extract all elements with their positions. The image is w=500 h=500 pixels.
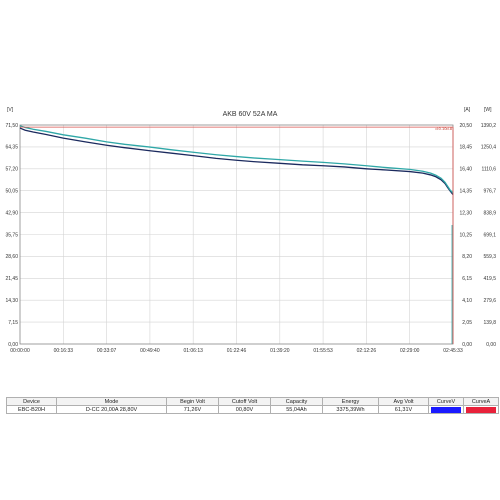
- tick-labels: 00:00:00 00:16:33 00:33:07 00:49:40 01:06:13…: [5, 123, 496, 354]
- y-right1-tick-label: 8,20: [462, 254, 472, 260]
- y-right1-tick-label: 4,10: [462, 298, 472, 304]
- series-layer: [19, 125, 454, 344]
- y-left-tick-label: 14,30: [5, 298, 18, 304]
- x-tick-label: 00:00:00: [10, 348, 30, 354]
- header-capacity: Capacity: [270, 397, 323, 406]
- chart-title: AKB 60V 52A MA: [223, 111, 278, 118]
- y-right2-tick-label: 279,6: [483, 298, 496, 304]
- header-curve-v: CurveV: [428, 397, 464, 406]
- y-left-tick-label: 21,45: [5, 276, 18, 282]
- left-axis-unit: [V]: [7, 107, 14, 113]
- cell-avg-volt: 61,31V: [378, 405, 429, 414]
- y-left-tick-label: 42,90: [5, 210, 18, 216]
- header-energy: Energy: [322, 397, 379, 406]
- y-right2-tick-label: 1250,4: [481, 145, 497, 151]
- header-mode: Mode: [56, 397, 167, 406]
- y-right1-tick-label: 12,30: [459, 210, 472, 216]
- x-tick-label: 01:39:20: [270, 348, 290, 354]
- y-right1-tick-label: 0,00: [462, 342, 472, 348]
- y-right2-tick-label: 139,8: [483, 320, 496, 326]
- test-summary-table: Device Mode Begin Volt Cutoff Volt Capac…: [6, 397, 499, 414]
- y-right2-tick-label: 838,9: [483, 210, 496, 216]
- y-left-tick-label: 0,00: [8, 342, 18, 348]
- y-left-tick-label: 71,50: [5, 123, 18, 129]
- y-left-tick-label: 7,15: [8, 320, 18, 326]
- cell-mode: D-CC 20,00A 28,80V: [56, 405, 167, 414]
- right2-axis-unit: [W]: [484, 107, 492, 113]
- y-right2-tick-label: 699,1: [483, 232, 496, 238]
- series-line-1: [19, 125, 454, 194]
- header-begin-volt: Begin Volt: [166, 397, 219, 406]
- header-device: Device: [6, 397, 57, 406]
- cell-capacity: 55,04Ah: [270, 405, 323, 414]
- cell-energy: 3375,39Wh: [322, 405, 379, 414]
- cell-device: EBC-B20H: [6, 405, 57, 414]
- discharge-chart: AKB 60V 52A MA [V] [A] [W] d:0.10d.8 00:…: [5, 107, 496, 354]
- grid-lines: [20, 125, 453, 344]
- cutoff-annotation: d:0.10d.8: [435, 126, 452, 131]
- y-right1-tick-label: 20,50: [459, 123, 472, 129]
- y-right1-tick-label: 2,05: [462, 320, 472, 326]
- table-header-row: Device Mode Begin Volt Cutoff Volt Capac…: [6, 397, 499, 406]
- cell-curve-v-swatch: [428, 405, 464, 414]
- curve-v-swatch: [431, 406, 461, 413]
- y-right1-tick-label: 10,25: [459, 232, 472, 238]
- y-left-tick-label: 57,20: [5, 167, 18, 173]
- y-right2-tick-label: 1110,6: [481, 167, 496, 173]
- x-tick-label: 00:33:07: [97, 348, 117, 354]
- curve-a-swatch: [466, 406, 496, 413]
- x-tick-label: 02:12:26: [357, 348, 377, 354]
- y-left-tick-label: 50,05: [5, 189, 18, 195]
- y-right2-tick-label: 0,00: [486, 342, 496, 348]
- x-tick-label: 02:29:00: [400, 348, 420, 354]
- cell-curve-a-swatch: [463, 405, 499, 414]
- y-right2-tick-label: 559,3: [483, 254, 496, 260]
- right1-axis-unit: [A]: [464, 107, 471, 113]
- x-tick-label: 01:06:13: [183, 348, 203, 354]
- y-left-tick-label: 64,35: [5, 145, 18, 151]
- x-tick-label: 01:22:46: [227, 348, 247, 354]
- y-right2-tick-label: 976,7: [483, 189, 496, 195]
- y-right2-tick-label: 419,5: [483, 276, 496, 282]
- table-row: EBC-B20H D-CC 20,00A 28,80V 71,26V 00,80…: [6, 405, 499, 414]
- series-line-0: [19, 127, 454, 195]
- y-right1-tick-label: 18,45: [459, 145, 472, 151]
- x-tick-label: 00:49:40: [140, 348, 160, 354]
- cell-cutoff-volt: 00,80V: [218, 405, 271, 414]
- y-left-tick-label: 35,75: [5, 232, 18, 238]
- header-cutoff-volt: Cutoff Volt: [218, 397, 271, 406]
- cell-begin-volt: 71,26V: [166, 405, 219, 414]
- y-right1-tick-label: 6,15: [462, 276, 472, 282]
- x-tick-label: 00:16:33: [54, 348, 74, 354]
- y-right1-tick-label: 16,40: [459, 167, 472, 173]
- x-tick-label: 02:45:33: [443, 348, 463, 354]
- y-right2-tick-label: 1390,2: [481, 123, 497, 129]
- x-tick-label: 01:55:53: [313, 348, 333, 354]
- y-left-tick-label: 28,60: [5, 254, 18, 260]
- y-right1-tick-label: 14,35: [459, 189, 472, 195]
- header-curve-a: CurveA: [463, 397, 499, 406]
- header-avg-volt: Avg Volt: [378, 397, 429, 406]
